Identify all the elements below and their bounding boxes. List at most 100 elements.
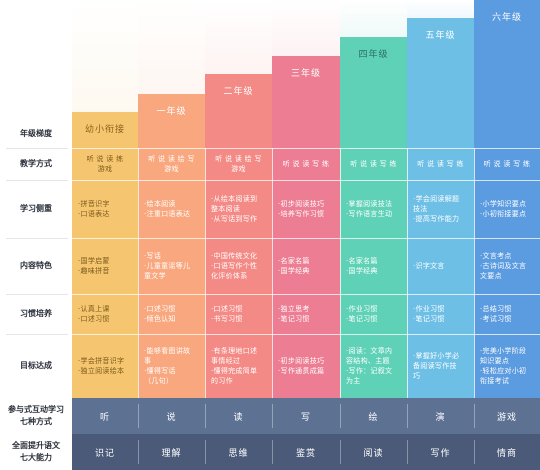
cell-learning-focus: ·小学知识要点 ·小初衔接要点 — [474, 180, 540, 238]
interactive-method: 读 — [233, 412, 244, 423]
cell-content-features: ·名家名篇 ·国学经典 — [272, 238, 340, 294]
grade-column-body — [72, 112, 138, 398]
cell-habit-building: ·作业习惯 ·笔记习惯 — [340, 294, 407, 334]
cell-content-features: ·写话 ·儿童童谣等儿 童文学 — [138, 238, 205, 294]
grade-column-fade — [138, 0, 205, 94]
band-divider — [340, 404, 341, 428]
cell-learning-focus: ·学会阅读解题 技法 ·提高写作能力 — [407, 180, 474, 238]
ability: 识记 — [94, 448, 115, 459]
cell-text: ·阅读：文章内 容结构、主题 ·写作：记叙文 为主 — [346, 347, 393, 385]
cell-text: ·写话 ·儿童童谣等儿 童文学 — [144, 252, 191, 280]
cell-text: ·学会拼音识字 ·独立阅读绘本 — [78, 357, 125, 375]
band-divider — [340, 440, 341, 464]
grade-column-body — [272, 56, 340, 398]
cell-text: ·独立思考 ·笔记习惯 — [278, 305, 310, 323]
grade-column-fade — [407, 0, 474, 18]
grade-column-fade — [272, 0, 340, 56]
grade-column: 幼小衔接听 说 读 练 游戏 ·拼音识字 ·口语表达 ·国学启蒙 ·趣味拼音 ·认真上… — [72, 0, 138, 398]
cell-text: ·作业习惯 ·笔记习惯 — [346, 305, 378, 323]
interactive-methods-band: 听 说 读 写 绘 演 游戏 — [72, 398, 540, 434]
grade-column-body — [474, 0, 540, 398]
ability: 理解 — [161, 448, 182, 459]
cell-teaching-method: 听 说 读 绘 写 游戏 — [138, 148, 205, 180]
ability: 阅读 — [363, 448, 384, 459]
cell-learning-focus: ·从绘本阅读到 整本阅读 ·从写话到写作 — [205, 180, 272, 238]
grade-column-body — [340, 37, 407, 398]
cell-text: 听 说 读 绘 写 游戏 — [215, 155, 262, 173]
cell-learning-focus: ·掌握阅读技法 ·写作语言生动 — [340, 180, 407, 238]
label-divider — [6, 334, 68, 335]
grade-column-body — [138, 94, 205, 398]
row-divider — [72, 334, 540, 335]
cell-text: ·掌握阅读技法 ·写作语言生动 — [346, 200, 393, 218]
grade-column: 二年级听 说 读 绘 写 游戏 ·从绘本阅读到 整本阅读 ·从写话到写作 ·中国传统… — [205, 0, 272, 398]
ability: 思维 — [228, 448, 249, 459]
cell-content-features: ·国学启蒙 ·趣味拼音 — [72, 238, 138, 294]
cell-text: ·小学知识要点 ·小初衔接要点 — [480, 200, 527, 218]
cell-text: ·中国传统文化 ·口语写作个性 化评价体系 — [211, 252, 258, 280]
cell-text: ·认真上课 ·口述习惯 — [78, 305, 110, 323]
row-labels-column: 年级梯度 教学方式 学习侧重 内容特色 习惯培养 目标达成 参与式互动学习 七种… — [0, 0, 72, 470]
column-divider — [474, 148, 475, 398]
cell-text: ·从绘本阅读到 整本阅读 ·从写话到写作 — [211, 195, 258, 223]
cell-teaching-method: 听 说 读 练 游戏 — [72, 148, 138, 180]
cell-text: ·识字文言 — [413, 262, 445, 270]
cell-teaching-method: 听 说 读 写 练 — [407, 148, 474, 180]
row-label-content-features: 内容特色 — [20, 261, 52, 270]
row-divider — [72, 294, 540, 295]
cell-text: ·国学启蒙 ·趣味拼音 — [78, 257, 110, 275]
cell-text: ·名家名篇 ·国学经典 — [346, 257, 378, 275]
cell-text: ·初步阅读技巧 ·培养写作习惯 — [278, 200, 325, 218]
band-divider — [407, 404, 408, 428]
cell-content-features: ·识字文言 — [407, 238, 474, 294]
grade-name: 一年级 — [156, 107, 187, 117]
band-divider — [474, 404, 475, 428]
cell-goals: ·阅读：文章内 容结构、主题 ·写作：记叙文 为主 — [340, 334, 407, 398]
grade-name: 三年级 — [290, 69, 321, 79]
column-divider — [407, 148, 408, 398]
cell-text: ·口述习惯 ·书写习惯 — [211, 305, 243, 323]
cell-text: ·掌握好小学必 备阅读写作技 巧 — [413, 352, 460, 380]
cell-teaching-method: 听 说 读 写 练 — [272, 148, 340, 180]
label-divider — [6, 294, 68, 295]
cell-content-features: ·名家名篇 ·国学经典 — [340, 238, 407, 294]
row-divider — [72, 238, 540, 239]
cell-habit-building: ·认真上课 ·口述习惯 — [72, 294, 138, 334]
cell-text: ·名家名篇 ·国学经典 — [278, 257, 310, 275]
cell-teaching-method: 听 说 读 写 练 — [340, 148, 407, 180]
cell-text: ·能够看图讲故 事 ·懂得写话 （几句） — [144, 347, 191, 385]
ability: 写作 — [430, 448, 451, 459]
row-label-grade-level: 年级梯度 — [20, 129, 52, 138]
grade-column-fade — [205, 0, 272, 74]
cell-goals: ·完美小学阶段 知识要点 ·轻松应对小初 衔接考试 — [474, 334, 540, 398]
band-divider — [474, 440, 475, 464]
band-divider — [407, 440, 408, 464]
cell-teaching-method: 听 说 读 写 练 — [474, 148, 540, 180]
cell-text: ·作业习惯 ·笔记习惯 — [413, 305, 445, 323]
row-label-learning-focus: 学习侧重 — [20, 204, 52, 213]
cell-text: ·口述习惯 ·倾色认知 — [144, 305, 176, 323]
grade-name: 四年级 — [358, 50, 389, 60]
band-divider — [138, 404, 139, 428]
cell-text: ·总结习惯 ·考试习惯 — [480, 305, 512, 323]
column-divider — [272, 148, 273, 398]
abilities-band: 识记 理解 思维 鉴赏 阅读 写作 情商 — [72, 434, 540, 470]
band-divider — [272, 404, 273, 428]
cell-learning-focus: ·绘本阅读 ·注重口语表达 — [138, 180, 205, 238]
grade-name: 六年级 — [491, 13, 522, 23]
label-divider — [6, 148, 68, 149]
column-divider — [340, 148, 341, 398]
interactive-method: 游戏 — [496, 412, 517, 423]
interactive-method: 听 — [99, 412, 110, 423]
cell-habit-building: ·作业习惯 ·笔记习惯 — [407, 294, 474, 334]
grade-name: 五年级 — [425, 31, 456, 41]
grade-column: 三年级听 说 读 写 练 ·初步阅读技巧 ·培养写作习惯 ·名家名篇 ·国学经典 ·独… — [272, 0, 340, 398]
interactive-method: 说 — [166, 412, 177, 423]
cell-text: 听 说 读 绘 写 游戏 — [148, 155, 195, 173]
band-divider — [272, 440, 273, 464]
cell-habit-building: ·口述习惯 ·书写习惯 — [205, 294, 272, 334]
cell-text: 听 说 读 写 练 — [417, 160, 464, 168]
cell-habit-building: ·口述习惯 ·倾色认知 — [138, 294, 205, 334]
cell-teaching-method: 听 说 读 绘 写 游戏 — [205, 148, 272, 180]
